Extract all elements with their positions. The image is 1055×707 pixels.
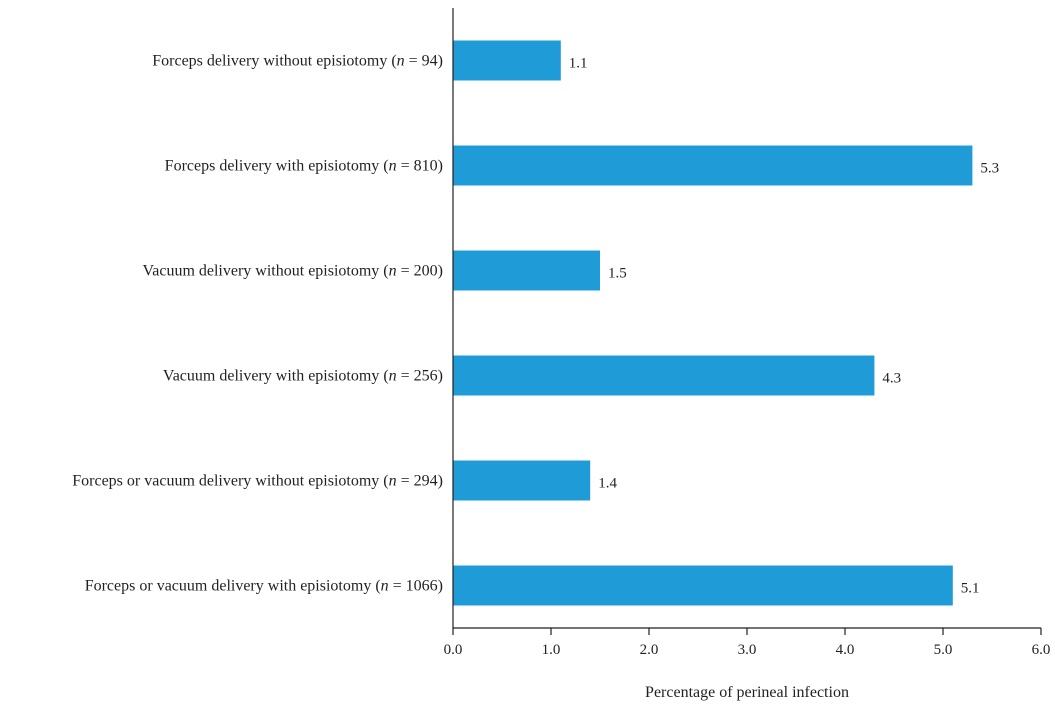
bar-3 [453, 250, 600, 291]
value-label-3: 1.5 [608, 266, 627, 282]
category-labels: Forceps delivery without episiotomy (n =… [72, 53, 443, 595]
value-label-2: 5.3 [980, 161, 999, 177]
category-label-1: Forceps delivery without episiotomy (n =… [152, 53, 443, 70]
value-label-5: 1.4 [598, 476, 617, 492]
category-label-6: Forceps or vacuum delivery with episioto… [85, 578, 443, 595]
category-label-2: Forceps delivery with episiotomy (n = 81… [165, 158, 443, 175]
x-tick-label-4: 4.0 [836, 642, 855, 658]
x-tick-label-6: 6.0 [1032, 642, 1051, 658]
value-label-1: 1.1 [569, 56, 588, 72]
bar-1 [453, 40, 561, 81]
x-tick-label-5: 5.0 [934, 642, 953, 658]
category-label-4: Vacuum delivery with episiotomy (n = 256… [163, 368, 443, 385]
value-label-6: 5.1 [961, 581, 980, 597]
x-tick-label-3: 3.0 [738, 642, 757, 658]
category-label-5: Forceps or vacuum delivery without episi… [72, 473, 443, 490]
x-tick-label-1: 1.0 [542, 642, 561, 658]
x-axis-title: Percentage of perineal infection [645, 684, 849, 701]
bar-5 [453, 460, 591, 501]
bar-4 [453, 355, 875, 396]
x-tick-label-2: 2.0 [640, 642, 659, 658]
x-axis-ticks: 0.0 1.0 2.0 3.0 4.0 5.0 6.0 [444, 628, 1051, 658]
bar-2 [453, 145, 973, 186]
value-labels: 1.1 5.3 1.5 4.3 1.4 5.1 [569, 56, 999, 597]
x-tick-label-0: 0.0 [444, 642, 463, 658]
bar-6 [453, 565, 953, 606]
value-label-4: 4.3 [882, 371, 901, 387]
category-label-3: Vacuum delivery without episiotomy (n = … [142, 263, 443, 280]
bars [453, 40, 973, 606]
